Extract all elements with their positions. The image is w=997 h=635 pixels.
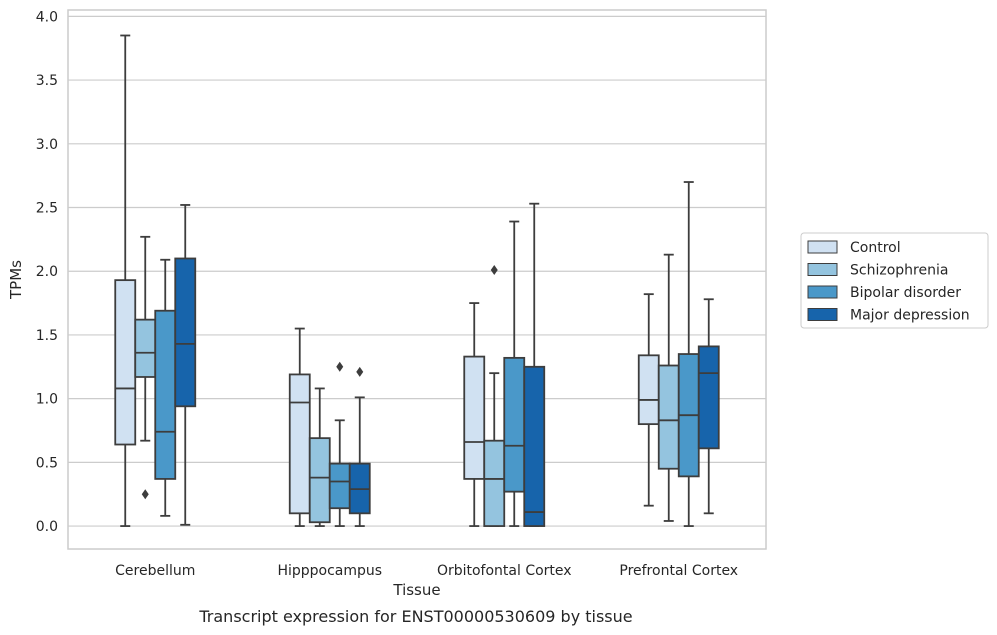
x-axis-label: Tissue [392, 581, 440, 599]
legend-label: Major depression [850, 308, 970, 324]
box-orbitofontal-cortex-control [463, 302, 486, 527]
legend-swatch [807, 263, 838, 276]
box-iqr [308, 437, 331, 524]
chart-caption: Transcript expression for ENST0000053060… [198, 607, 632, 626]
box-iqr [154, 309, 177, 480]
box-orbitofontal-cortex-bipolar-disorder [503, 220, 526, 527]
outlier-point [141, 489, 149, 500]
y-tick-label: 3.5 [36, 73, 58, 89]
legend: Control Schizophrenia Bipolar disorder Majo… [800, 232, 989, 329]
y-tick-label: 3.0 [36, 137, 58, 153]
legend-swatch [807, 240, 838, 254]
box-orbitofontal-cortex-schizophrenia [483, 264, 506, 527]
y-tick-label: 1.5 [36, 328, 58, 344]
legend-swatch [807, 285, 838, 299]
plot-frame [67, 9, 767, 550]
box-iqr [114, 279, 137, 446]
y-tick-label: 0.5 [36, 455, 58, 471]
y-tick-label: 1.0 [36, 392, 58, 408]
box-orbitofontal-cortex-major-depression [523, 202, 546, 527]
box-iqr [637, 354, 660, 426]
box-cerebellum-control [114, 34, 137, 527]
x-tick-label: Cerebellum [115, 563, 195, 579]
legend-swatch [807, 308, 838, 321]
x-tick-label: Hipppocampus [277, 563, 382, 579]
legend-label: Bipolar disorder [850, 285, 961, 301]
y-tick-labels: 0.0 0.5 1.0 1.5 2.0 2.5 3.0 3.5 4.0 [36, 9, 58, 535]
box-hipppocampus-schizophrenia [308, 387, 331, 527]
y-tick-label: 0.0 [36, 519, 58, 535]
x-tick-label: Orbitofontal Cortex [437, 563, 572, 579]
y-tick-label: 4.0 [36, 9, 58, 25]
box-iqr [288, 373, 311, 515]
box-prefrontal-cortex-major-depression [697, 298, 720, 515]
outlier-point [336, 361, 344, 372]
box-prefrontal-cortex-schizophrenia [657, 253, 680, 522]
box-iqr [328, 462, 351, 510]
box-iqr [134, 318, 157, 378]
box-iqr [483, 439, 506, 527]
box-hipppocampus-bipolar-disorder [328, 361, 351, 527]
box-iqr [174, 257, 197, 408]
box-iqr [463, 355, 486, 480]
box-iqr [697, 345, 720, 450]
box-iqr [523, 365, 546, 527]
legend-label: Schizophrenia [850, 263, 948, 279]
y-axis-label: TPMs [7, 260, 25, 300]
outlier-point [490, 264, 498, 275]
x-tick-label: Prefrontal Cortex [619, 563, 738, 579]
box-prefrontal-cortex-bipolar-disorder [677, 181, 700, 527]
box-prefrontal-cortex-control [637, 293, 660, 507]
plot-boxes [114, 34, 720, 527]
box-cerebellum-schizophrenia [134, 235, 157, 500]
legend-frame [800, 232, 989, 329]
box-iqr [657, 364, 680, 470]
box-iqr [503, 356, 526, 493]
outlier-point [356, 366, 364, 377]
box-hipppocampus-major-depression [348, 366, 371, 527]
box-cerebellum-bipolar-disorder [154, 258, 177, 517]
y-tick-label: 2.0 [36, 264, 58, 280]
x-tick-labels: Cerebellum Hipppocampus Orbitofontal Corte… [115, 563, 738, 579]
legend-label: Control [850, 240, 901, 256]
box-hipppocampus-control [288, 327, 311, 527]
y-tick-label: 2.5 [36, 201, 58, 217]
box-cerebellum-major-depression [174, 204, 197, 526]
